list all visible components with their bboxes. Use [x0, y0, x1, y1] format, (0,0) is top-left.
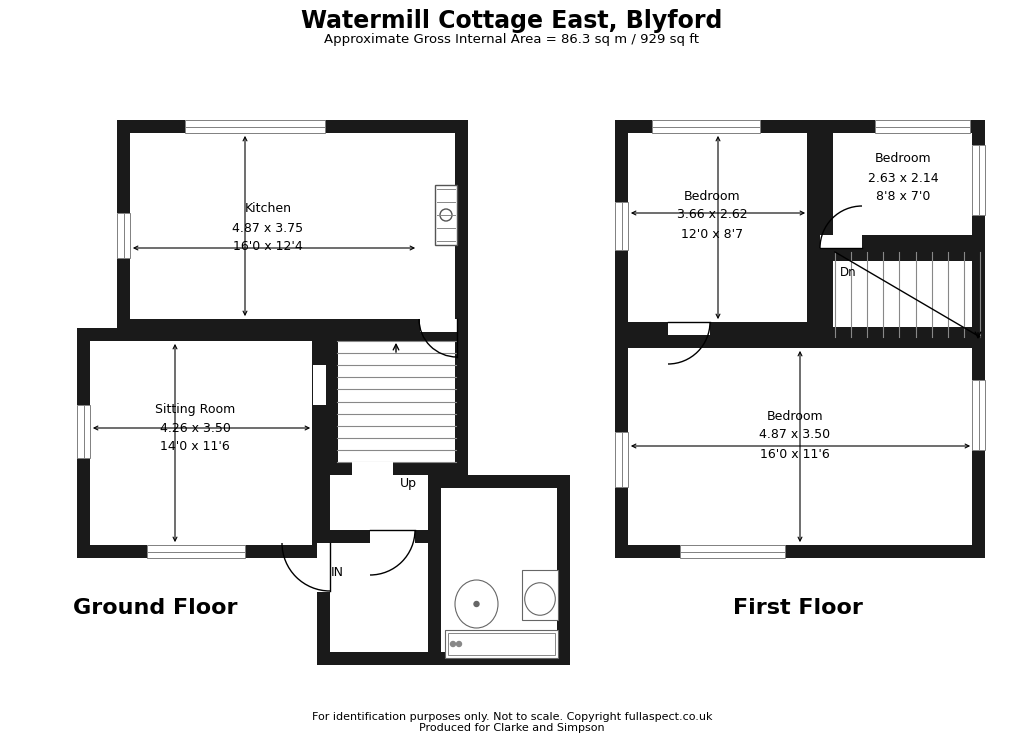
Bar [972, 145, 985, 215]
Bar [428, 475, 441, 665]
Circle shape [457, 641, 462, 647]
Bar [972, 380, 985, 450]
Circle shape [451, 641, 456, 647]
Bar [820, 120, 985, 248]
Bar [615, 120, 820, 335]
Bar [628, 348, 972, 545]
Ellipse shape [524, 583, 555, 616]
Bar [874, 120, 970, 133]
Bar [668, 322, 710, 335]
Bar [185, 120, 325, 133]
Bar [615, 432, 628, 487]
Ellipse shape [455, 580, 498, 628]
Bar [77, 405, 90, 458]
Text: Produced for Clarke and Simpson: Produced for Clarke and Simpson [419, 723, 605, 733]
Text: IN: IN [331, 565, 343, 579]
Bar [874, 120, 970, 133]
Text: Up: Up [399, 477, 417, 489]
Bar [435, 185, 457, 245]
Bar [420, 319, 457, 332]
Bar [330, 488, 557, 652]
Bar [77, 328, 325, 558]
Bar [117, 120, 468, 332]
Bar [317, 475, 570, 665]
Bar [117, 213, 130, 258]
Text: First Floor: First Floor [733, 598, 863, 618]
Bar [330, 543, 428, 652]
Bar [652, 120, 760, 133]
Bar [972, 145, 985, 215]
Bar [820, 235, 862, 248]
Text: Kitchen
4.87 x 3.75
16'0 x 12'4: Kitchen 4.87 x 3.75 16'0 x 12'4 [232, 202, 303, 253]
Bar [833, 261, 972, 327]
Bar [370, 530, 415, 543]
Bar [680, 545, 785, 558]
Text: Sitting Room
4.26 x 3.50
14'0 x 11'6: Sitting Room 4.26 x 3.50 14'0 x 11'6 [155, 403, 236, 454]
Bar [185, 120, 325, 133]
Bar [352, 462, 393, 475]
Bar [522, 570, 558, 620]
Bar [833, 133, 972, 235]
Text: Bedroom
3.66 x 2.62
12'0 x 8'7: Bedroom 3.66 x 2.62 12'0 x 8'7 [677, 189, 748, 240]
Text: Dn: Dn [840, 265, 856, 279]
Bar [615, 202, 628, 250]
Bar [147, 545, 245, 558]
Bar [330, 475, 428, 530]
Text: Bedroom
2.63 x 2.14
8'8 x 7'0: Bedroom 2.63 x 2.14 8'8 x 7'0 [867, 152, 938, 203]
Text: For identification purposes only. Not to scale. Copyright fullaspect.co.uk: For identification purposes only. Not to… [311, 712, 713, 722]
Text: Watermill Cottage East, Blyford: Watermill Cottage East, Blyford [301, 9, 723, 33]
Bar [615, 335, 985, 558]
Bar [77, 405, 90, 458]
Bar [147, 545, 245, 558]
Circle shape [474, 602, 479, 607]
Bar [90, 341, 312, 545]
Bar [820, 248, 985, 340]
Bar [972, 380, 985, 450]
Bar [615, 432, 628, 487]
Bar [325, 328, 468, 475]
Bar [338, 341, 455, 462]
Bar [652, 120, 760, 133]
Text: Bedroom
4.87 x 3.50
16'0 x 11'6: Bedroom 4.87 x 3.50 16'0 x 11'6 [760, 409, 830, 460]
Text: Ground Floor: Ground Floor [73, 598, 238, 618]
Bar [117, 213, 130, 258]
Bar [628, 133, 807, 322]
Bar [615, 202, 628, 250]
Bar [449, 633, 555, 655]
Bar [445, 630, 558, 658]
Text: Approximate Gross Internal Area = 86.3 sq m / 929 sq ft: Approximate Gross Internal Area = 86.3 s… [325, 33, 699, 46]
Bar [317, 530, 441, 543]
Bar [313, 365, 326, 405]
Bar [680, 545, 785, 558]
Bar [317, 543, 330, 592]
Bar [130, 133, 455, 319]
